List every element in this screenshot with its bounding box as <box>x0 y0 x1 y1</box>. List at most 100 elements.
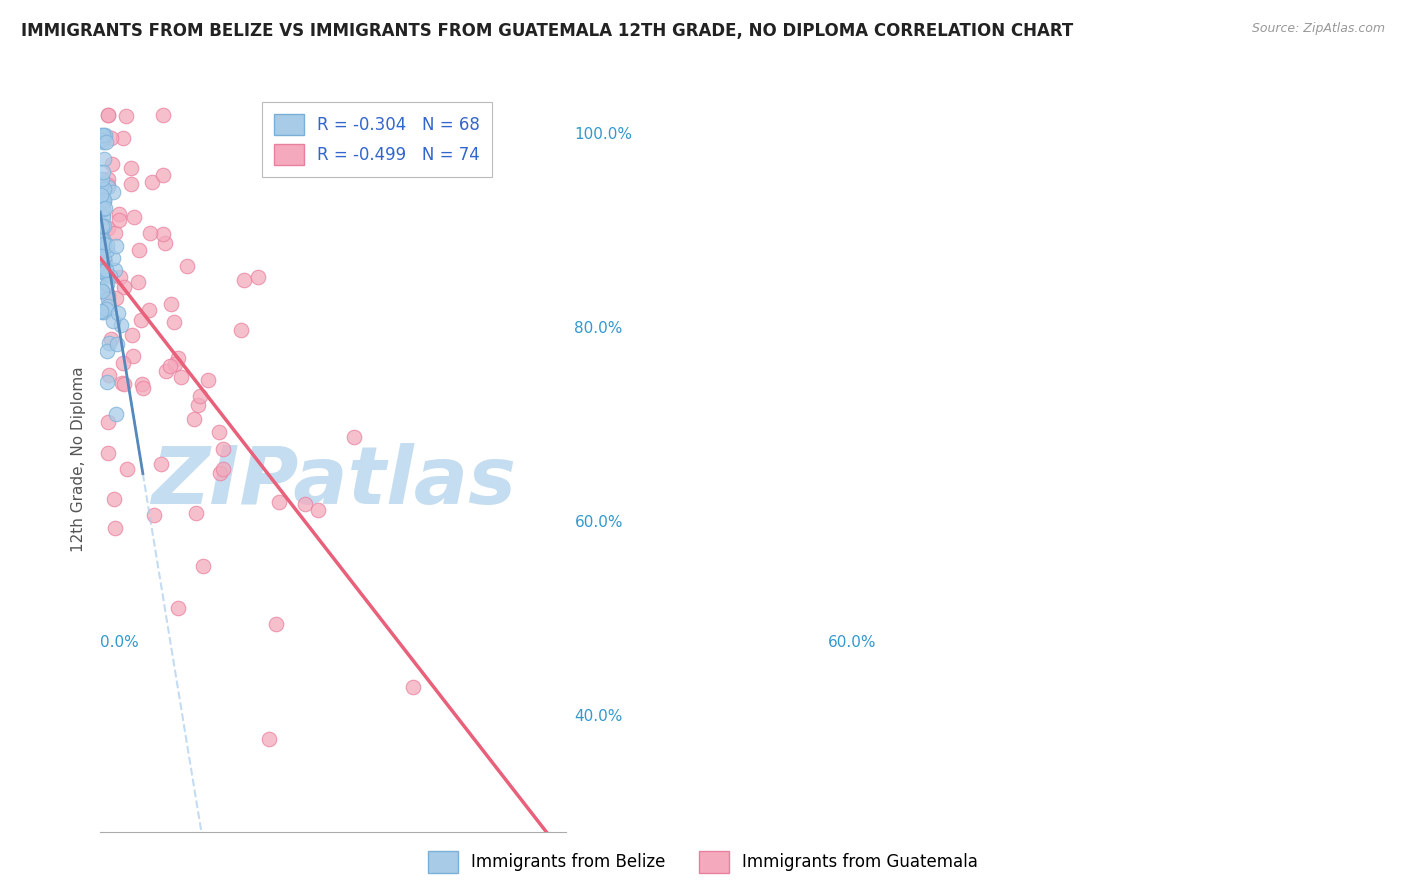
Point <box>100 332 122 346</box>
Point <box>108 270 131 285</box>
Point <box>105 336 128 351</box>
Point <box>97 108 120 122</box>
Point <box>176 259 198 273</box>
Point <box>294 497 316 511</box>
Point <box>90 133 112 147</box>
Text: 60.0%: 60.0% <box>828 635 877 649</box>
Point <box>93 194 115 208</box>
Text: 40.0%: 40.0% <box>575 708 623 723</box>
Point <box>93 237 115 252</box>
Point <box>101 157 124 171</box>
Point <box>105 291 128 305</box>
Point <box>97 299 120 313</box>
Point <box>197 373 219 387</box>
Point <box>233 273 256 287</box>
Point <box>103 491 125 506</box>
Point <box>101 251 124 265</box>
Text: 100.0%: 100.0% <box>575 128 633 143</box>
Point <box>152 227 174 242</box>
Point <box>97 288 120 302</box>
Point <box>187 398 209 412</box>
Point <box>129 313 152 327</box>
Point <box>141 175 163 189</box>
Point <box>98 268 121 283</box>
Point <box>111 131 134 145</box>
Point <box>170 370 193 384</box>
Point <box>94 255 117 269</box>
Point <box>90 177 112 191</box>
Text: 0.0%: 0.0% <box>100 635 139 649</box>
Point <box>90 230 112 244</box>
Point <box>307 503 329 517</box>
Point <box>131 376 153 391</box>
Y-axis label: 12th Grade, No Diploma: 12th Grade, No Diploma <box>72 367 86 552</box>
Point <box>155 364 177 378</box>
Point <box>229 323 252 337</box>
Point <box>264 617 287 632</box>
Point <box>112 376 135 391</box>
Point <box>163 357 186 371</box>
Point <box>97 178 120 193</box>
Point <box>90 129 112 144</box>
Point <box>122 349 145 363</box>
Point <box>94 267 117 281</box>
Point <box>104 239 127 253</box>
Point <box>114 109 136 123</box>
Point <box>101 314 124 328</box>
Point <box>90 128 112 142</box>
Point <box>153 236 176 251</box>
Point <box>97 446 120 460</box>
Point <box>91 165 114 179</box>
Point <box>93 210 115 224</box>
Point <box>104 227 127 241</box>
Point <box>257 731 280 746</box>
Point <box>91 232 114 246</box>
Point <box>98 335 121 350</box>
Point <box>208 425 231 440</box>
Point <box>343 430 366 444</box>
Point <box>93 262 115 277</box>
Point <box>115 461 138 475</box>
Point <box>93 152 115 166</box>
Point <box>94 128 117 142</box>
Point <box>107 207 129 221</box>
Point <box>96 375 118 389</box>
Point <box>90 250 112 264</box>
Legend: R = -0.304   N = 68, R = -0.499   N = 74: R = -0.304 N = 68, R = -0.499 N = 74 <box>263 103 492 177</box>
Point <box>96 268 118 282</box>
Point <box>91 234 114 248</box>
Point <box>167 351 190 365</box>
Point <box>138 303 160 318</box>
Point <box>97 172 120 186</box>
Point <box>402 680 425 694</box>
Point <box>100 130 122 145</box>
Point <box>104 521 127 535</box>
Point <box>93 305 115 319</box>
Point <box>91 202 114 216</box>
Text: IMMIGRANTS FROM BELIZE VS IMMIGRANTS FROM GUATEMALA 12TH GRADE, NO DIPLOMA CORRE: IMMIGRANTS FROM BELIZE VS IMMIGRANTS FRO… <box>21 22 1073 40</box>
Point <box>91 261 114 276</box>
Legend: Immigrants from Belize, Immigrants from Guatemala: Immigrants from Belize, Immigrants from … <box>422 845 984 880</box>
Point <box>91 222 114 236</box>
Point <box>183 412 205 426</box>
Point <box>103 185 125 199</box>
Text: 60.0%: 60.0% <box>575 515 623 530</box>
Point <box>121 328 143 343</box>
Point <box>90 305 112 319</box>
Point <box>193 559 215 574</box>
Point <box>108 213 131 227</box>
Point <box>111 356 134 370</box>
Point <box>184 506 207 520</box>
Point <box>212 462 235 476</box>
Point <box>97 292 120 306</box>
Point <box>152 108 174 122</box>
Point <box>94 201 117 215</box>
Point <box>97 108 120 122</box>
Point <box>152 169 174 183</box>
Text: Source: ZipAtlas.com: Source: ZipAtlas.com <box>1251 22 1385 36</box>
Point <box>132 381 155 395</box>
Text: ZIPatlas: ZIPatlas <box>150 442 516 521</box>
Point <box>128 243 150 257</box>
Point <box>122 211 145 225</box>
Point <box>98 368 121 382</box>
